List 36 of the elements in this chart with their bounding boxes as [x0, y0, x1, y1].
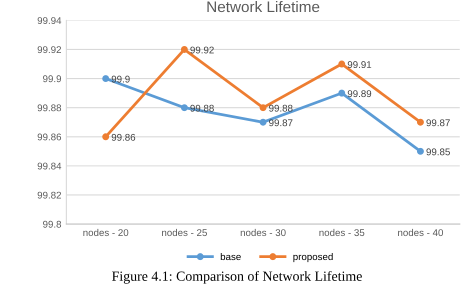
point: [260, 118, 267, 126]
y-tick-label: 99.84: [38, 162, 62, 170]
data-label: 99.89: [348, 90, 372, 98]
y-tick-label: 99.88: [38, 104, 62, 112]
data-label: 99.9: [112, 76, 130, 83]
point: [416, 148, 424, 155]
data-label: 99.92: [190, 46, 214, 54]
y-tick-label: 99.92: [38, 46, 62, 54]
y-tick-label: 99.9: [43, 75, 62, 82]
legend-label: base: [220, 253, 241, 260]
data-label: 99.87: [426, 119, 450, 126]
chart-title: Network Lifetime: [207, 0, 320, 12]
x-tick-label: nodes - 30: [240, 228, 286, 236]
point: [416, 118, 424, 126]
x-tick-label: nodes - 25: [162, 228, 207, 236]
point: [338, 90, 346, 97]
data-label: 99.86: [112, 134, 136, 141]
data-label: 99.91: [348, 61, 372, 68]
point: [338, 60, 346, 68]
x-tick-label: nodes - 40: [398, 228, 444, 236]
point: [260, 104, 267, 112]
caption: Figure 4.1: Comparison of Network Lifetime: [112, 270, 362, 284]
point: [180, 46, 188, 53]
y-tick-label: 99.8: [43, 220, 62, 228]
y-tick-label: 99.82: [38, 192, 62, 199]
y-tick-label: 99.94: [38, 17, 62, 24]
x-tick-label: nodes - 20: [83, 228, 128, 236]
point: [102, 75, 110, 82]
data-label: 99.87: [269, 119, 292, 126]
point: [180, 104, 188, 112]
x-tick-label: nodes - 35: [319, 228, 364, 236]
legend-label: proposed: [293, 253, 333, 262]
data-label: 99.88: [269, 104, 293, 112]
y-tick-label: 99.86: [38, 134, 62, 140]
data-label: 99.85: [426, 148, 450, 156]
point: [102, 133, 110, 140]
